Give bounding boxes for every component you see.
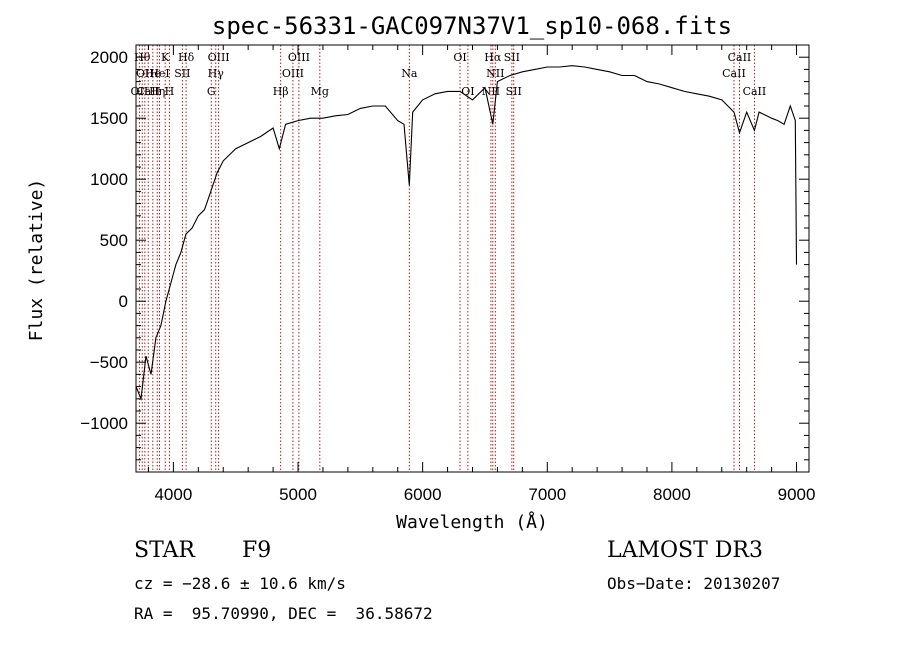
line-marker-label: Na: [401, 67, 418, 80]
line-marker-label: CaII: [722, 67, 746, 80]
line-marker-label: Mg: [311, 85, 329, 98]
line-marker-label: SII: [506, 85, 522, 98]
line-marker-label: OII: [131, 85, 149, 98]
object-subclass: F9: [242, 538, 272, 563]
line-marker-label: OIII: [208, 51, 230, 64]
plot-frame: [135, 44, 810, 473]
y-tick-label: 1000: [90, 170, 128, 189]
line-marker-label: SII: [504, 51, 520, 64]
y-axis-label: Flux (relative): [26, 179, 47, 342]
y-tick-label: −1000: [80, 414, 128, 433]
chart-title: spec-56331-GAC097N37V1_sp10-068.fits: [212, 12, 732, 40]
x-tick-label: 6000: [404, 485, 442, 504]
x-tick-label: 9000: [778, 485, 816, 504]
y-tick-label: 500: [100, 231, 128, 250]
x-axis: 4000 5000 6000 7000 8000 9000: [147, 45, 816, 504]
line-marker-label: Hδ: [178, 51, 195, 64]
line-marker-label: K: [161, 51, 170, 64]
line-marker-label: OIII: [288, 51, 310, 64]
line-marker-label: Hβ: [273, 85, 289, 98]
y-tick-label: −500: [90, 353, 128, 372]
y-tick-label: 2000: [90, 48, 128, 67]
line-marker-label: HeI: [149, 67, 169, 80]
line-marker-label: OI: [461, 85, 474, 98]
x-tick-label: 5000: [279, 485, 317, 504]
x-tick-label: 7000: [528, 485, 566, 504]
object-class: STAR: [134, 538, 195, 563]
line-marker-label: Hα: [484, 51, 502, 64]
survey-name: LAMOST DR3: [607, 538, 763, 563]
line-marker-label: OIII: [282, 67, 304, 80]
line-marker-label: SII: [174, 67, 190, 80]
y-tick-label: 1500: [90, 109, 128, 128]
line-marker-label: G: [207, 85, 216, 98]
line-marker-label: CaII: [728, 51, 752, 64]
line-marker-label: OII: [136, 67, 154, 80]
line-markers: OIIHθOIICaIIHeHηHeIKHSIIHδGHγOIIIHβOIIIO…: [131, 45, 767, 472]
line-marker-label: Hγ: [208, 67, 225, 80]
obs-date: Obs−Date: 20130207: [607, 574, 781, 593]
line-marker-label: OI: [453, 51, 466, 64]
spectrum-chart: spec-56331-GAC097N37V1_sp10-068.fits OII…: [26, 12, 816, 533]
x-tick-label: 4000: [154, 485, 192, 504]
flux-series-line: [135, 65, 798, 401]
line-marker-label: Hη: [149, 85, 165, 98]
y-tick-label: 0: [119, 292, 128, 311]
y-axis: −1000 −500 0 500 1000 1500 2000: [80, 48, 809, 461]
line-marker-label: H: [165, 85, 175, 98]
redshift-cz: cz = −28.6 ± 10.6 km/s: [134, 574, 346, 593]
x-axis-label: Wavelength (Å): [396, 511, 548, 533]
x-tick-label: 8000: [653, 485, 691, 504]
line-marker-label: NII: [486, 67, 504, 80]
ra-dec-coords: RA = 95.70990, DEC = 36.58672: [134, 604, 433, 623]
line-marker-label: CaII: [743, 85, 767, 98]
line-marker-label: CaII: [136, 85, 160, 98]
